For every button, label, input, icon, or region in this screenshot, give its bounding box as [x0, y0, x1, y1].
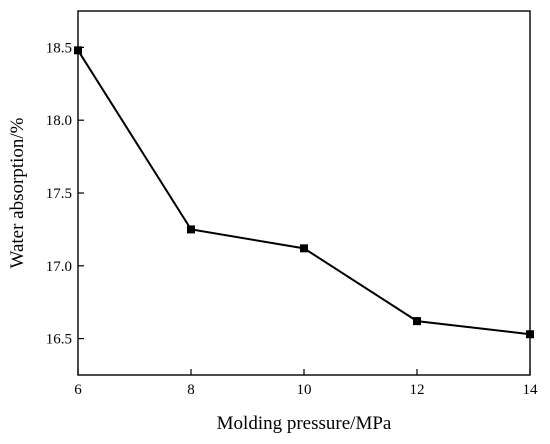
y-tick-label: 17.5 — [46, 186, 72, 202]
x-tick-label: 6 — [74, 382, 82, 398]
plot-frame — [77, 10, 531, 376]
data-point-marker — [526, 330, 534, 339]
data-point-marker — [187, 225, 195, 234]
x-tick-label: 10 — [297, 382, 312, 398]
series-layer — [74, 46, 534, 339]
x-axis: 6 8 10 12 14 — [74, 369, 538, 398]
x-tick-label: 14 — [523, 382, 539, 398]
y-tick-label: 16.5 — [46, 332, 72, 348]
x-tick-label: 12 — [410, 382, 425, 398]
data-point-marker — [413, 317, 421, 326]
data-point-marker — [74, 46, 82, 55]
y-tick-label: 18.0 — [46, 113, 72, 129]
y-tick-label: 18.5 — [46, 40, 72, 56]
x-tick-label: 8 — [187, 382, 195, 398]
y-axis: 16.5 17.0 17.5 18.0 18.5 — [46, 40, 84, 348]
x-axis-title: Molding pressure/MPa — [217, 413, 392, 434]
series-line — [77, 49, 531, 336]
y-tick-label: 17.0 — [46, 259, 72, 275]
data-point-marker — [300, 244, 308, 253]
y-axis-title: Water absorption/% — [7, 117, 28, 268]
